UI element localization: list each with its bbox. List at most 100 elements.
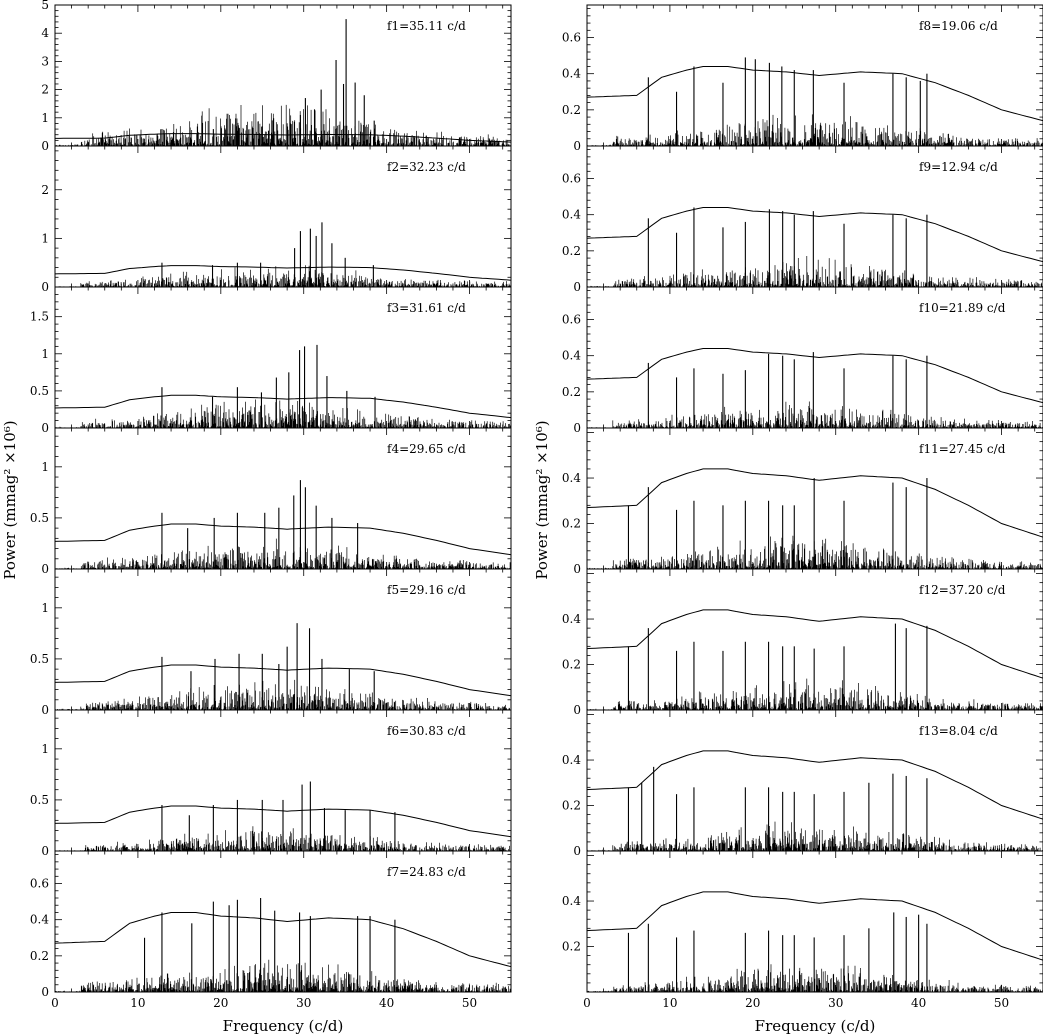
noise-spectrum [55, 104, 511, 146]
panel-frequency-label: f13=8.04 c/d [919, 724, 998, 738]
x-tick-label: 30 [296, 996, 311, 1010]
y-tick-label: 0 [41, 421, 49, 435]
y-tick-label: 0.2 [562, 103, 581, 117]
panel-frequency-label: f4=29.65 c/d [387, 442, 466, 456]
panel-2: 0 1 2 f2=32.23 c/d [41, 145, 512, 294]
x-tick-label: 20 [745, 996, 760, 1010]
panel-1: 0 1 2 3 4 5 f1=35.11 c/d [41, 0, 512, 153]
y-tick-label: 0 [41, 844, 49, 858]
y-tick-label: 1 [41, 111, 49, 125]
y-axis-title-left: Power (mmag² ×10⁶) [1, 420, 19, 579]
y-tick-label: 0.4 [562, 349, 581, 363]
threshold-curve [586, 207, 1043, 263]
threshold-curve [586, 609, 1043, 679]
y-tick-label: 0 [573, 562, 581, 576]
y-tick-label: 2 [41, 183, 49, 197]
y-tick-label: 0 [41, 985, 49, 999]
panel-3: 0 0.5 1 1.5 f3=31.61 c/d [30, 286, 512, 435]
noise-spectrum [587, 678, 1043, 710]
x-tick-label: 20 [213, 996, 228, 1010]
x-tick-label: 50 [994, 996, 1009, 1010]
x-tick-label: 40 [379, 996, 394, 1010]
y-tick-label: 0 [573, 703, 581, 717]
y-tick-label: 1 [41, 601, 49, 615]
threshold-curve [55, 133, 512, 143]
y-tick-label: 5 [41, 0, 49, 12]
panel-10: 0 0.2 0.4 0.6 f10=21.89 c/d [562, 286, 1043, 435]
y-tick-label: 0.4 [30, 913, 49, 927]
x-tick-label: 10 [662, 996, 677, 1010]
panel-9: 0 0.2 0.4 0.6 f9=12.94 c/d [562, 145, 1043, 294]
y-tick-label: 0.4 [562, 753, 581, 767]
threshold-curve [54, 805, 512, 838]
x-tick-label: 10 [130, 996, 145, 1010]
y-tick-label: 0.5 [30, 384, 49, 398]
noise-spectrum [587, 114, 1043, 146]
panel-frequency-label: f12=37.20 c/d [919, 583, 1006, 597]
threshold-curve [54, 265, 512, 281]
x-tick-label: 30 [828, 996, 843, 1010]
y-tick-label: 0.2 [562, 244, 581, 258]
noise-spectrum [55, 959, 511, 992]
y-tick-label: 0.2 [562, 940, 581, 954]
y-tick-label: 0.5 [30, 511, 49, 525]
panel-8: 0 0.2 0.4 0.6 f8=19.06 c/d [562, 4, 1043, 153]
panel-frequency-label: f1=35.11 c/d [387, 19, 466, 33]
threshold-curve [586, 468, 1043, 538]
y-tick-label: 0 [41, 562, 49, 576]
y-tick-label: 0.2 [562, 517, 581, 531]
y-tick-label: 0.4 [562, 894, 581, 908]
y-tick-label: 0 [41, 703, 49, 717]
panel-frequency-label: f8=19.06 c/d [919, 19, 998, 33]
panel-frame [586, 850, 1043, 993]
panel-12: 0 0.2 0.4 f12=37.20 c/d [562, 568, 1043, 717]
panel-7: 0 10 20 30 40 50 0 0.2 0.4 0.6 f7=24.83 c/d [30, 850, 512, 1010]
panel-5: 0 0.5 1 f5=29.16 c/d [30, 568, 512, 717]
panel-frequency-label: f2=32.23 c/d [387, 160, 466, 174]
noise-spectrum [55, 538, 511, 569]
panel-4: 0 0.5 1 f4=29.65 c/d [30, 427, 512, 576]
x-tick-label: 50 [462, 996, 477, 1010]
y-tick-label: 1.5 [30, 310, 49, 324]
threshold-curve [54, 664, 512, 697]
panel-frequency-label: f9=12.94 c/d [919, 160, 998, 174]
y-tick-label: 0.5 [30, 793, 49, 807]
y-tick-label: 0.6 [562, 172, 581, 186]
y-tick-label: 1 [41, 347, 49, 361]
y-tick-label: 0.6 [562, 313, 581, 327]
panel-frequency-label: f3=31.61 c/d [387, 301, 466, 315]
panel-14: 0 10 20 30 40 50 0.2 0.4 [562, 850, 1043, 1010]
y-tick-label: 1 [41, 460, 49, 474]
y-tick-label: 0.2 [30, 949, 49, 963]
panel-6: 0 0.5 1 f6=30.83 c/d [30, 709, 512, 858]
y-tick-label: 0.2 [562, 385, 581, 399]
x-tick-label: 0 [51, 996, 59, 1010]
panel-frequency-label: f6=30.83 c/d [387, 724, 466, 738]
panel-frequency-label: f10=21.89 c/d [919, 301, 1006, 315]
noise-spectrum [587, 821, 1043, 851]
y-tick-label: 0.2 [562, 658, 581, 672]
panel-frame [54, 850, 512, 993]
panel-frequency-label: f5=29.16 c/d [387, 583, 466, 597]
y-tick-label: 0 [573, 421, 581, 435]
y-tick-label: 0.4 [562, 67, 581, 81]
noise-spectrum [587, 256, 1043, 287]
x-axis-title-right: Frequency (c/d) [755, 1017, 876, 1035]
y-tick-label: 0 [573, 139, 581, 153]
x-tick-label: 0 [583, 996, 591, 1010]
y-tick-label: 0 [573, 844, 581, 858]
y-tick-label: 0 [573, 280, 581, 294]
y-tick-label: 0 [41, 280, 49, 294]
threshold-curve [586, 66, 1043, 122]
y-tick-label: 0.4 [562, 612, 581, 626]
noise-spectrum [55, 399, 511, 428]
y-tick-label: 2 [41, 83, 49, 97]
y-tick-label: 1 [41, 231, 49, 245]
threshold-curve [54, 523, 512, 556]
noise-spectrum [55, 265, 511, 287]
y-tick-label: 0.6 [562, 31, 581, 45]
y-tick-label: 0 [41, 139, 49, 153]
noise-spectrum [587, 964, 1043, 992]
x-tick-label: 40 [911, 996, 926, 1010]
